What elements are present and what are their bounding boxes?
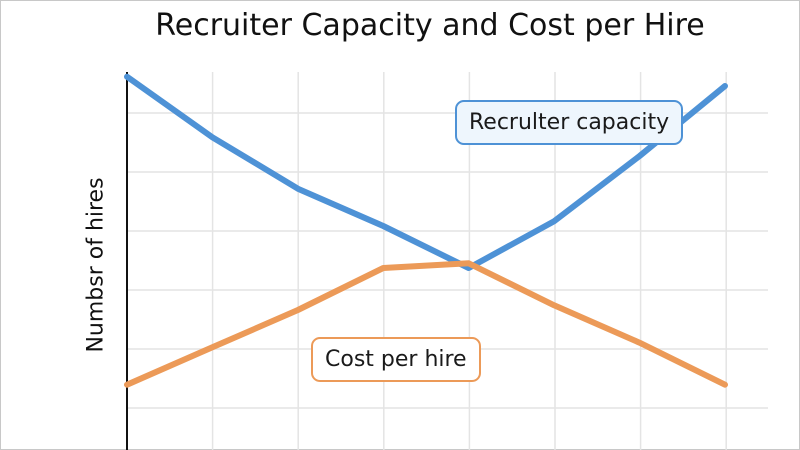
capacity-callout: Recrulter capacity — [455, 100, 684, 145]
series-line-recruiter-capacity — [124, 73, 728, 271]
cost-callout: Cost per hire — [311, 337, 481, 382]
chart-title: Recruiter Capacity and Cost per Hire — [155, 8, 705, 43]
series-line-cost-per-hire — [124, 260, 728, 388]
